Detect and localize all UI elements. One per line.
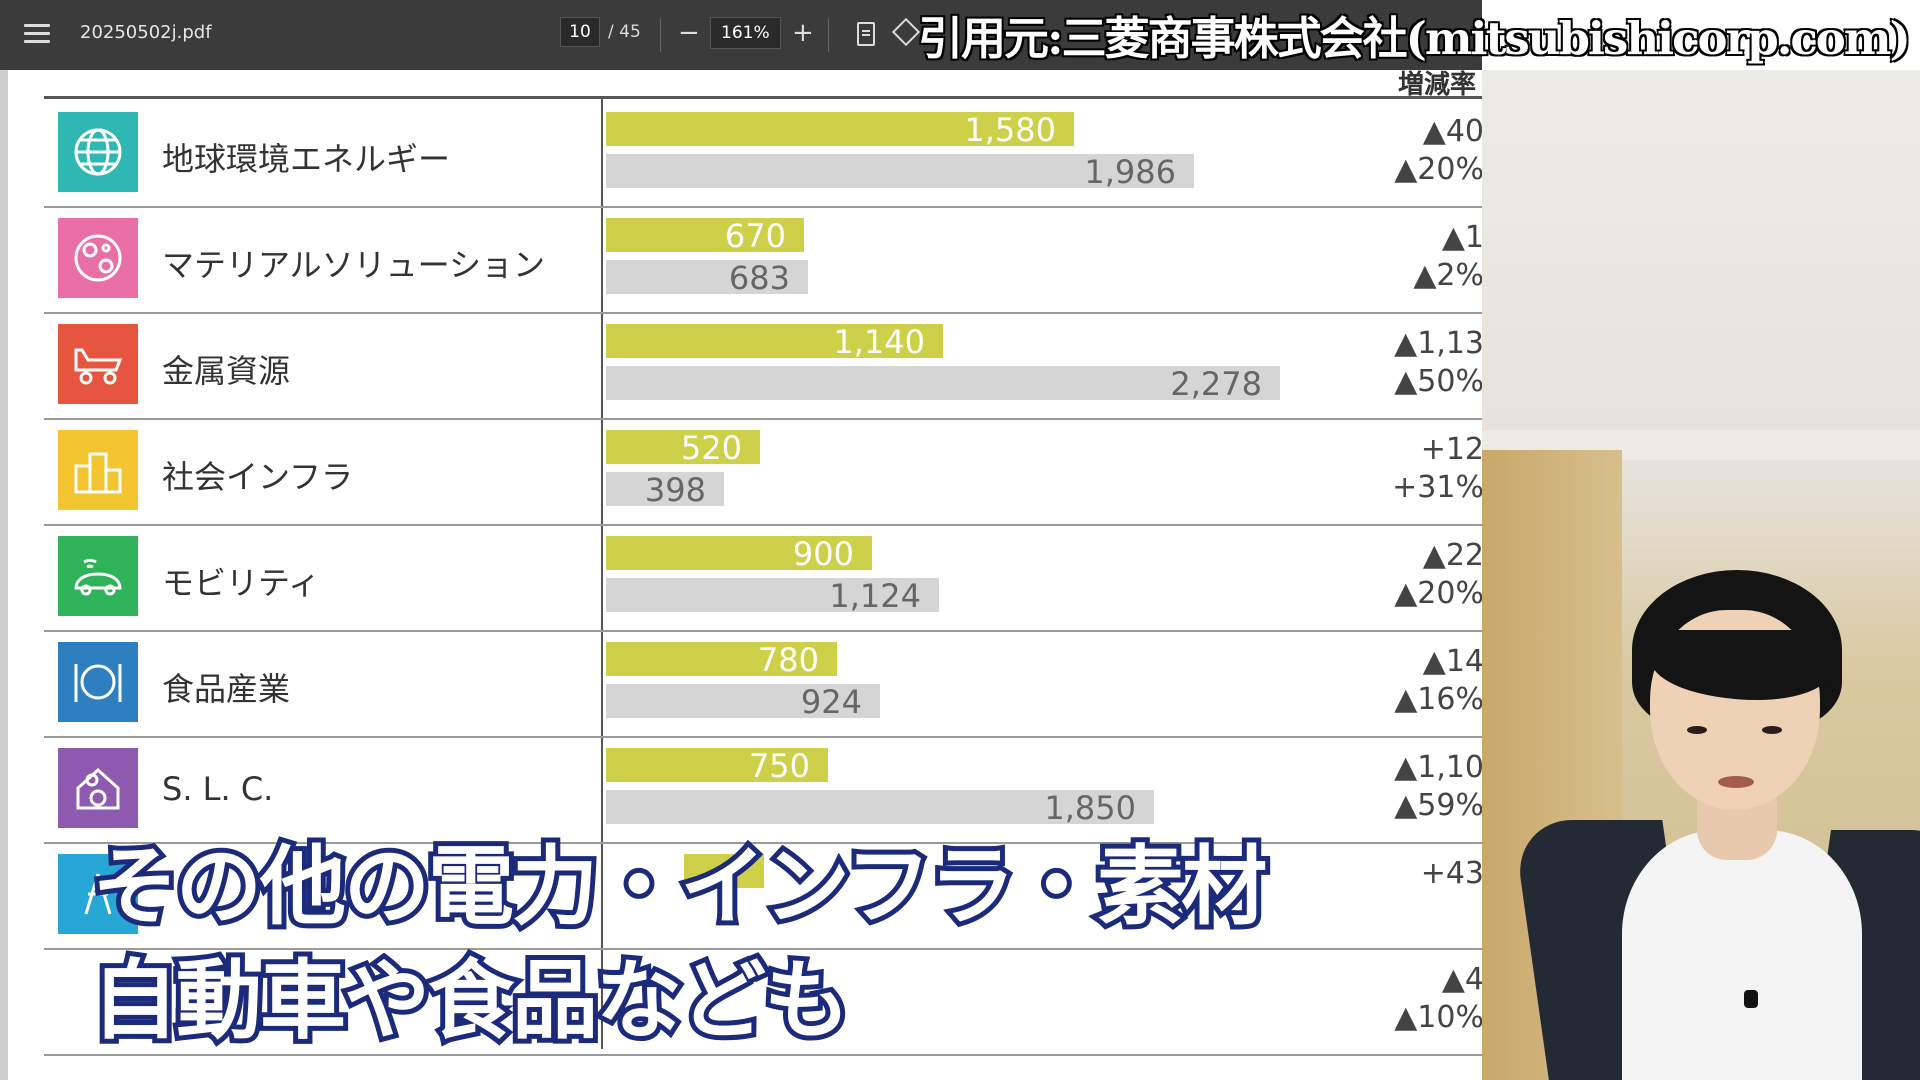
change-rate: +31% <box>1392 470 1482 505</box>
segment-name: 社会インフラ <box>162 458 354 496</box>
bar-current: 780 <box>606 641 837 679</box>
menu-icon[interactable] <box>24 24 50 44</box>
bar-previous: 1,986 <box>606 153 1194 191</box>
shirt <box>1622 830 1862 1080</box>
change-value: ▲22 <box>1422 538 1482 573</box>
bar-label: 900 <box>792 535 854 573</box>
segment-name: 金属資源 <box>162 352 291 390</box>
change-rate: ▲16% <box>1394 682 1482 717</box>
change-rate: ▲59% <box>1394 788 1482 823</box>
table-row: +43 <box>44 842 1482 950</box>
fit-page-icon[interactable] <box>857 22 875 46</box>
page-edge <box>0 70 8 1080</box>
change-value: +12 <box>1420 432 1482 467</box>
bar-previous: 398 <box>606 471 724 509</box>
change-value: +43 <box>1420 856 1482 891</box>
globe-icon <box>58 112 138 192</box>
change-rate-header: 増減率 <box>1397 70 1476 100</box>
bar-label: 2,278 <box>1170 365 1262 403</box>
bar-previous: 924 <box>606 683 880 721</box>
table-row: 金属資源 1,140 2,278 ▲1,13 ▲50% <box>44 312 1482 420</box>
bar-current-partial <box>684 854 764 888</box>
header-rule <box>44 96 1482 99</box>
segment-name: 地球環境エネルギー <box>162 140 451 178</box>
home-person-icon <box>58 748 138 828</box>
zoom-level[interactable]: 161% <box>710 17 781 49</box>
change-value: ▲1,10 <box>1394 750 1482 785</box>
source-credit: 引用元:三菱商事株式会社(mitsubishicorp.com) <box>917 11 1913 67</box>
lapel-mic-icon <box>1744 990 1758 1008</box>
page-number-input[interactable]: 10 <box>560 17 600 47</box>
eye <box>1762 726 1782 734</box>
segment-name: マテリアルソリューション <box>162 246 546 284</box>
pdf-toolbar: 20250502j.pdf 10 / 45 − 161% + <box>0 0 1482 70</box>
bar-previous: 1,124 <box>606 577 939 615</box>
zoom-in-button[interactable]: + <box>792 18 814 48</box>
bar-label: 398 <box>644 471 706 509</box>
bar-label: 750 <box>748 747 810 785</box>
table-row: マテリアルソリューション 670 683 ▲1 ▲2% <box>44 206 1482 314</box>
food-plate-icon <box>58 642 138 722</box>
subtitle-line-2: 自動車や食品なども <box>87 946 855 1056</box>
change-rate: ▲20% <box>1394 152 1482 187</box>
bar-label: 1,850 <box>1044 789 1136 827</box>
change-rate: ▲20% <box>1394 576 1482 611</box>
bar-label: 1,580 <box>964 111 1056 149</box>
bar-current: 1,140 <box>606 323 943 361</box>
rotate-icon[interactable] <box>891 17 921 47</box>
file-name: 20250502j.pdf <box>80 22 212 43</box>
bar-label: 1,124 <box>829 577 921 615</box>
bar-label: 780 <box>757 641 819 679</box>
eye <box>1687 726 1707 734</box>
power-icon <box>58 854 138 934</box>
toolbar-divider <box>660 18 661 52</box>
table-row: ▲4 ▲10% <box>44 948 1482 1056</box>
change-value: ▲1 <box>1441 220 1482 255</box>
segment-name: モビリティ <box>162 564 321 602</box>
table-row: 食品産業 780 924 ▲14 ▲16% <box>44 630 1482 738</box>
bar-current: 900 <box>606 535 872 573</box>
segment-name: 食品産業 <box>162 670 291 708</box>
change-rate: ▲10% <box>1394 1000 1482 1035</box>
zoom-out-button[interactable]: − <box>678 18 700 48</box>
bar-previous: 1,850 <box>606 789 1154 827</box>
segment-name: S. L. C. <box>162 770 274 808</box>
bar-label: 683 <box>728 259 790 297</box>
bar-current: 520 <box>606 429 760 467</box>
mouth <box>1718 776 1754 788</box>
connected-car-icon <box>58 536 138 616</box>
presenter-video <box>1482 70 1920 1080</box>
bar-current: 1,580 <box>606 111 1074 149</box>
bar-label: 520 <box>680 429 742 467</box>
bar-label: 924 <box>800 683 862 721</box>
materials-icon <box>58 218 138 298</box>
city-buildings-icon <box>58 430 138 510</box>
bar-current: 750 <box>606 747 828 785</box>
bar-label: 670 <box>724 217 786 255</box>
pdf-page: 増減率 地球環境エネルギー 1,580 1,986 ▲40 ▲20% マテリアル… <box>0 70 1482 1080</box>
bar-label: 1,140 <box>833 323 925 361</box>
change-value: ▲4 <box>1441 962 1482 997</box>
mining-truck-icon <box>58 324 138 404</box>
change-value: ▲14 <box>1422 644 1482 679</box>
table-row: 地球環境エネルギー 1,580 1,986 ▲40 ▲20% <box>44 100 1482 208</box>
table-row: S. L. C. 750 1,850 ▲1,10 ▲59% <box>44 736 1482 844</box>
bar-previous: 683 <box>606 259 808 297</box>
change-rate: ▲2% <box>1413 258 1482 293</box>
page-total: / 45 <box>608 22 641 42</box>
change-value: ▲40 <box>1422 114 1482 149</box>
change-rate: ▲50% <box>1394 364 1482 399</box>
bar-label: 1,986 <box>1084 153 1176 191</box>
page-indicator: 10 / 45 <box>560 17 641 47</box>
bar-current: 670 <box>606 217 804 255</box>
column-divider <box>601 99 603 1049</box>
subtitle-line-1: その他の電力・インフラ・素材 <box>87 832 1272 942</box>
table-row: 社会インフラ 520 398 +12 +31% <box>44 418 1482 526</box>
toolbar-divider <box>828 18 829 52</box>
change-value: ▲1,13 <box>1394 326 1482 361</box>
bar-previous: 2,278 <box>606 365 1280 403</box>
table-row: モビリティ 900 1,124 ▲22 ▲20% <box>44 524 1482 632</box>
